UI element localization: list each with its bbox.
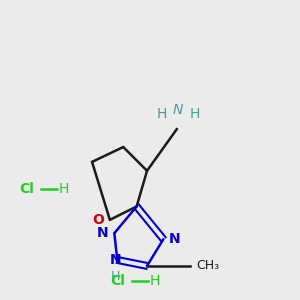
Text: N: N bbox=[97, 226, 109, 240]
Text: H: H bbox=[58, 182, 69, 196]
Text: CH₃: CH₃ bbox=[196, 260, 219, 272]
Text: N: N bbox=[173, 103, 183, 117]
Text: Cl: Cl bbox=[110, 274, 125, 288]
Text: N: N bbox=[110, 253, 122, 267]
Text: H: H bbox=[157, 107, 167, 121]
Text: Cl: Cl bbox=[19, 182, 34, 196]
Text: H: H bbox=[189, 107, 200, 121]
Text: O: O bbox=[93, 213, 104, 227]
Text: H: H bbox=[149, 274, 160, 288]
Text: N: N bbox=[169, 232, 181, 246]
Text: H: H bbox=[111, 270, 121, 283]
